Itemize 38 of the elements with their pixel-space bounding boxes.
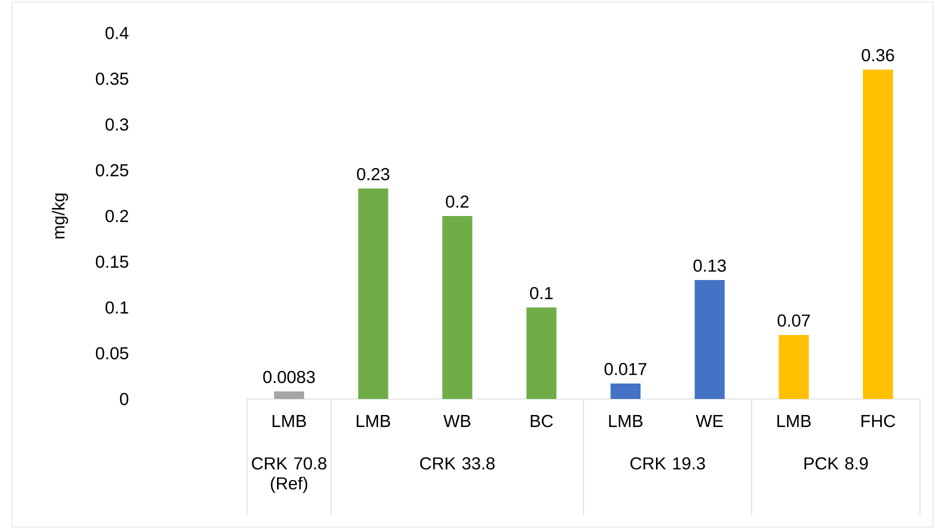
y-tick-label: 0.25 [96, 164, 128, 176]
x-tick-label: WE [696, 415, 723, 427]
x-tick-label: LMB [272, 415, 306, 427]
y-tick-label: 0.05 [96, 347, 128, 360]
y-tick-label: 0.4 [106, 26, 128, 40]
text: PCK 8.9 [804, 457, 868, 470]
data-label: 0.07 [778, 314, 810, 327]
x-tick-label: WB [443, 415, 470, 427]
text: CRK 33.8 [420, 457, 495, 470]
data-label: 0.1 [530, 286, 553, 300]
text: CRK 19.3 [630, 457, 705, 470]
y-tick-label: 0.35 [96, 72, 128, 85]
bar [694, 280, 725, 399]
data-label: 0.13 [693, 260, 726, 272]
y-axis-title: mg/kg [52, 194, 68, 238]
bar [442, 216, 472, 399]
data-label: 0.36 [862, 49, 894, 62]
bar [358, 188, 388, 399]
x-tick-label: LMB [609, 415, 642, 427]
data-label: 0.23 [356, 168, 390, 180]
bar [274, 391, 304, 399]
x-tick-label: LMB [777, 415, 811, 427]
y-tick-label: 0.2 [106, 210, 128, 222]
data-label: 0.2 [446, 195, 468, 208]
y-tick-label: 0.15 [96, 256, 128, 268]
bar [778, 334, 809, 399]
text: CRK 70.8 (Ref) [252, 457, 326, 493]
x-tick-label: FHC [862, 414, 896, 428]
bar [862, 70, 893, 399]
data-label: 0.017 [604, 362, 646, 376]
x-tick-label: LMB [356, 415, 390, 427]
y-tick-label: 0.1 [106, 301, 128, 314]
y-tick-label: 0 [120, 392, 128, 406]
data-label: 0.0083 [263, 370, 315, 384]
bar [526, 308, 556, 399]
y-tick-label: 0.3 [106, 118, 128, 131]
x-tick-label: BC [530, 414, 553, 428]
bar [610, 383, 641, 399]
